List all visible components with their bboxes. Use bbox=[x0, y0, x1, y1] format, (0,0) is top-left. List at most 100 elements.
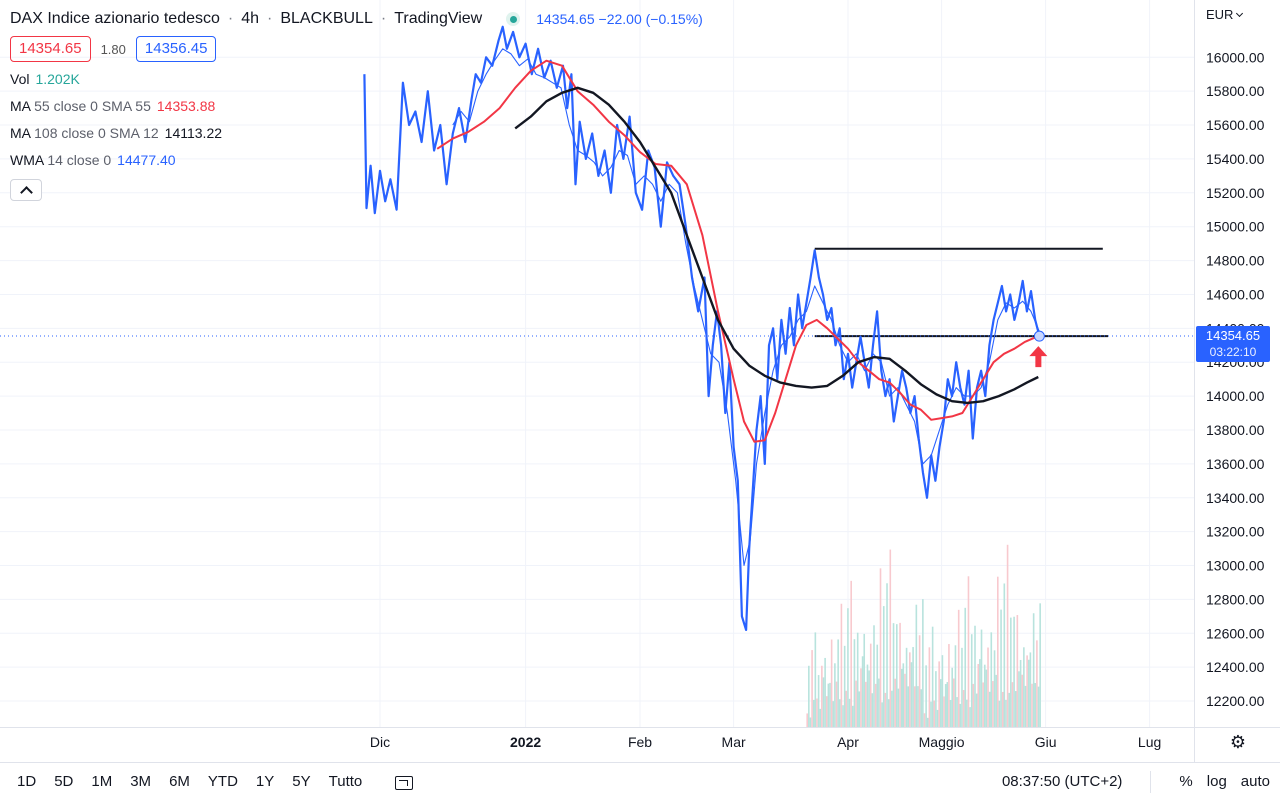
volume-bar bbox=[894, 678, 896, 727]
volume-bar bbox=[982, 682, 984, 727]
currency-selector[interactable]: EUR bbox=[1206, 7, 1244, 22]
series-line[interactable] bbox=[452, 48, 1040, 567]
range-button[interactable]: 6M bbox=[169, 773, 190, 790]
volume-bar bbox=[949, 699, 952, 727]
volume-bar bbox=[1016, 615, 1019, 727]
range-button[interactable]: YTD bbox=[207, 773, 238, 790]
indicator-args: 55 close 0 SMA 55 bbox=[30, 98, 151, 114]
quote-panel: 14354.65 1.80 14356.45 bbox=[10, 36, 703, 62]
price-axis-label: 15200.00 bbox=[1206, 185, 1265, 201]
range-button[interactable]: 1Y bbox=[255, 773, 275, 790]
volume-bar bbox=[969, 707, 971, 727]
volume-bar bbox=[972, 683, 975, 727]
volume-bar bbox=[860, 668, 862, 727]
spread-value: 1.80 bbox=[100, 41, 126, 57]
price-axis-label: 16000.00 bbox=[1206, 49, 1265, 65]
sell-button[interactable]: 14354.65 bbox=[10, 36, 91, 62]
volume-bar bbox=[816, 698, 818, 727]
volume-bar bbox=[943, 696, 945, 727]
range-button[interactable]: Tutto bbox=[328, 773, 363, 790]
volume-bar bbox=[891, 690, 893, 727]
volume-bar bbox=[977, 663, 980, 727]
volume-bar bbox=[878, 678, 880, 727]
time-axis-label: Mar bbox=[722, 734, 746, 750]
series-line[interactable] bbox=[436, 59, 1039, 443]
buy-button[interactable]: 14356.45 bbox=[135, 36, 217, 62]
volume-bar bbox=[966, 699, 968, 727]
chart-legend: DAX Indice azionario tedesco · 4h · BLAC… bbox=[10, 8, 703, 201]
volume-bar bbox=[956, 697, 958, 727]
auto-scale-toggle[interactable]: auto bbox=[1240, 773, 1270, 790]
volume-bar bbox=[988, 691, 991, 727]
volume-bar bbox=[827, 683, 830, 727]
volume-bar bbox=[1000, 609, 1002, 727]
volume-bar bbox=[935, 671, 937, 727]
volume-bar bbox=[1006, 544, 1009, 727]
volume-bar bbox=[897, 688, 900, 727]
volume-bar bbox=[902, 663, 905, 727]
indicator-row[interactable]: MA 55 close 0 SMA 55 14353.88 bbox=[10, 98, 703, 116]
volume-bar bbox=[905, 647, 908, 727]
volume-bar bbox=[964, 607, 967, 727]
price-axis-label: 13200.00 bbox=[1206, 524, 1265, 540]
volume-bar bbox=[983, 664, 986, 727]
symbol-title[interactable]: DAX Indice azionario tedesco · 4h · BLAC… bbox=[10, 10, 703, 27]
volume-bar bbox=[997, 576, 999, 727]
bottom-toolbar: 1D 5D 1M 3M 6M YTD 1Y 5Y Tutto 08:37:50 (UTC+2) … bbox=[0, 762, 1280, 800]
indicator-row[interactable]: WMA 14 close 0 14477.40 bbox=[10, 152, 703, 170]
range-button[interactable]: 1M bbox=[91, 773, 113, 790]
volume-bar bbox=[1011, 682, 1014, 727]
volume-bar bbox=[992, 681, 994, 727]
price-axis-label: 12200.00 bbox=[1206, 693, 1265, 709]
log-scale-toggle[interactable]: log bbox=[1206, 773, 1227, 790]
volume-bar bbox=[1008, 692, 1011, 727]
time-axis-label: Lug bbox=[1138, 734, 1161, 750]
range-button[interactable]: 5D bbox=[54, 773, 74, 790]
indicator-value: 14477.40 bbox=[117, 152, 176, 168]
interval-label: 4h bbox=[241, 10, 260, 27]
range-button[interactable]: 3M bbox=[130, 773, 152, 790]
chevron-down-icon bbox=[1236, 9, 1244, 17]
compare-icon[interactable] bbox=[393, 773, 414, 791]
volume-bar bbox=[946, 682, 949, 727]
volume-bar bbox=[998, 700, 1001, 727]
price-axis-label: 14600.00 bbox=[1206, 286, 1265, 302]
indicator-row[interactable]: MA 108 close 0 SMA 12 14113.22 bbox=[10, 125, 703, 143]
volume-bar bbox=[936, 709, 939, 727]
volume-bar bbox=[824, 657, 826, 727]
volume-bar bbox=[858, 691, 861, 727]
series-line[interactable] bbox=[514, 86, 1039, 405]
volume-bar bbox=[948, 644, 950, 727]
indicator-row[interactable]: Vol 1.202K bbox=[10, 71, 703, 89]
percent-scale-toggle[interactable]: % bbox=[1179, 773, 1193, 790]
volume-bar bbox=[845, 690, 848, 727]
range-button[interactable]: 1D bbox=[17, 773, 37, 790]
volume-bar bbox=[900, 668, 903, 727]
volume-bar bbox=[869, 643, 872, 727]
price-axis-label: 13000.00 bbox=[1206, 558, 1265, 574]
last-price: 14354.65 bbox=[536, 11, 595, 27]
price-axis-label: 15400.00 bbox=[1206, 151, 1265, 167]
time-axis-label: Apr bbox=[837, 734, 859, 750]
volume-bar bbox=[825, 696, 828, 727]
volume-bar bbox=[907, 686, 910, 727]
volume-bar bbox=[834, 663, 836, 727]
collapse-legend-button[interactable] bbox=[10, 179, 42, 201]
volume-bar bbox=[923, 713, 926, 727]
up-arrow-annotation bbox=[1029, 346, 1048, 368]
volume-bar bbox=[830, 639, 833, 727]
gear-icon[interactable]: ⚙ bbox=[1229, 731, 1247, 752]
volume-bar bbox=[1001, 691, 1004, 727]
indicator-value: 14353.88 bbox=[156, 98, 216, 114]
volume-bar bbox=[899, 622, 901, 727]
range-button[interactable]: 5Y bbox=[292, 773, 311, 790]
series-line[interactable] bbox=[363, 25, 1041, 631]
time-axis-label: Maggio bbox=[919, 734, 965, 750]
source-label: TradingView bbox=[394, 10, 483, 27]
clock[interactable]: 08:37:50 (UTC+2) bbox=[1001, 773, 1123, 790]
volume-bar bbox=[812, 699, 815, 727]
currency-label: EUR bbox=[1206, 7, 1234, 22]
volume-bar bbox=[808, 665, 810, 727]
volume-bar bbox=[835, 681, 838, 727]
